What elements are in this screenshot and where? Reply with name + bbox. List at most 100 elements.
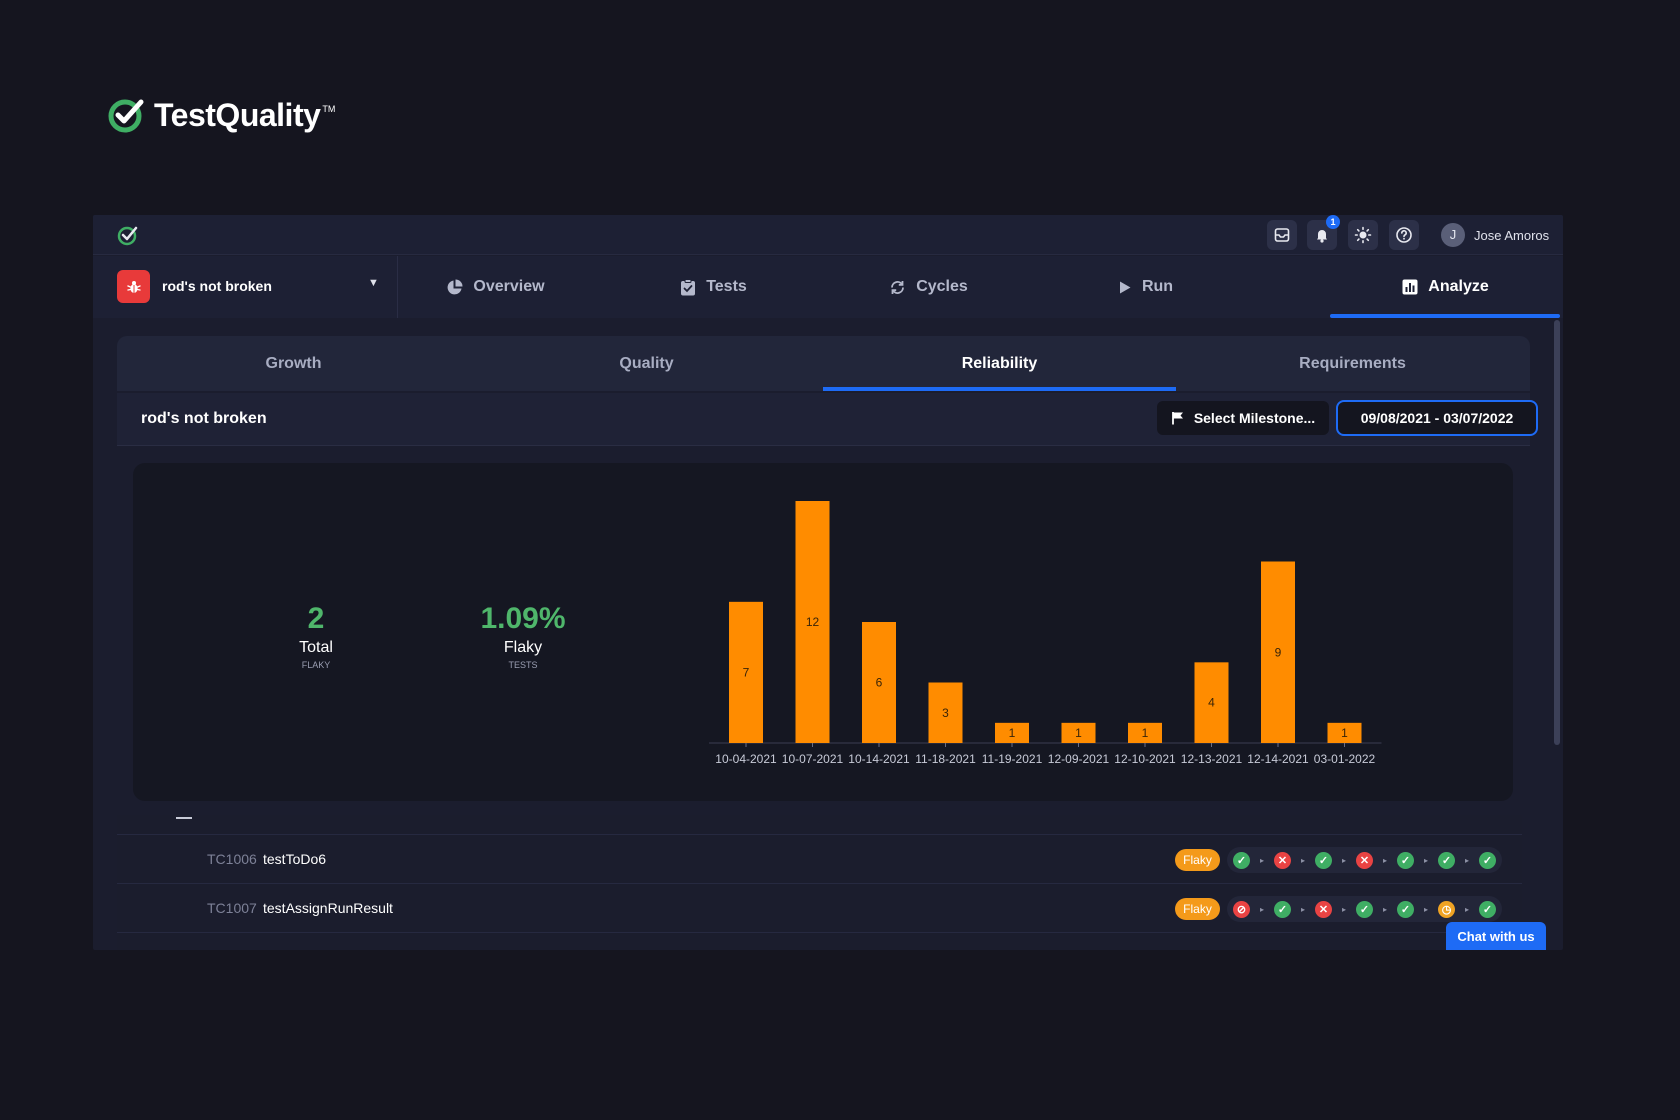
kpi-flaky-label: Flaky	[503, 639, 543, 656]
notifications-button[interactable]: 1	[1307, 215, 1340, 250]
analyze-subtabs: Growth Quality Reliability Requirements	[117, 336, 1530, 391]
select-milestone-button[interactable]: Select Milestone...	[1157, 401, 1329, 435]
chart-bar[interactable]	[995, 722, 1029, 743]
select-milestone-label: Select Milestone...	[1193, 410, 1316, 426]
theme-toggle-button[interactable]	[1348, 220, 1378, 250]
fail-status-icon[interactable]: ✕	[1274, 851, 1291, 869]
history-arrow-icon: ▸	[1464, 904, 1469, 914]
table-row[interactable]: TC1007 testAssignRunResult Flaky ⊘ ▸ ✓ ▸ ✕ ▸ ✓ ▸ ✓ ▸…	[117, 884, 1522, 933]
flag-icon	[1171, 412, 1183, 425]
history-arrow-icon: ▸	[1382, 904, 1387, 914]
x-tick-label: 03-01-2022	[1314, 752, 1376, 766]
project-selector[interactable]: rod's not broken ▼	[93, 256, 398, 318]
pass-status-icon[interactable]: ✓	[1315, 851, 1332, 869]
date-range-picker[interactable]: 09/08/2021 - 03/07/2022	[1336, 400, 1538, 436]
chart-bar[interactable]	[1327, 722, 1362, 743]
chart-bar[interactable]	[729, 601, 763, 743]
pass-status-icon[interactable]: ✓	[1356, 900, 1373, 918]
status-badge: Flaky	[1175, 849, 1220, 871]
pass-status-icon[interactable]: ✓	[1397, 851, 1414, 869]
history-arrow-icon: ▸	[1423, 855, 1428, 865]
kpi-total-flaky: 2 Total FLAKY	[216, 602, 416, 671]
subtab-quality[interactable]: Quality	[619, 354, 674, 372]
fail-status-icon[interactable]: ✕	[1356, 851, 1373, 869]
bar-data-label: 1	[1341, 726, 1348, 740]
x-tick-label: 10-14-2021	[848, 752, 910, 766]
inbox-button[interactable]	[1267, 220, 1297, 250]
pass-status-icon[interactable]: ✓	[1479, 900, 1496, 918]
kpi-flaky-sublabel: TESTS	[508, 660, 538, 670]
pending-status-icon[interactable]: ◷	[1438, 900, 1455, 918]
report-toolbar: rod's not broken Select Milestone... 09/…	[117, 393, 1538, 446]
chart-bar[interactable]	[795, 501, 830, 743]
history-arrow-icon: ▸	[1382, 855, 1387, 865]
kpi-flaky-value: 1.09%	[480, 602, 566, 635]
subtab-requirements[interactable]: Requirements	[1299, 354, 1406, 372]
kpi-total-sublabel: FLAKY	[301, 660, 331, 670]
pass-status-icon[interactable]: ✓	[1479, 851, 1496, 869]
test-name[interactable]: testAssignRunResult	[263, 900, 393, 916]
chart-bar[interactable]	[1128, 722, 1162, 743]
pass-status-icon[interactable]: ✓	[1397, 900, 1414, 918]
x-tick-label: 11-18-2021	[915, 752, 976, 766]
test-name[interactable]: testToDo6	[263, 851, 327, 867]
chart-bar[interactable]	[1261, 561, 1295, 744]
pass-status-icon[interactable]: ✓	[1233, 851, 1250, 869]
history-arrow-icon: ▸	[1341, 904, 1346, 914]
x-tick-label: 12-10-2021	[1114, 752, 1176, 766]
blocked-status-icon[interactable]: ⊘	[1233, 900, 1250, 918]
table-row[interactable]: TC1006 testToDo6 Flaky ✓ ▸ ✕ ▸ ✓ ▸ ✕ ▸ ✓ ▸ ✓ ▸ ✓	[117, 835, 1522, 884]
active-subtab-indicator	[823, 387, 1176, 391]
chart-bar[interactable]	[928, 682, 963, 744]
main-nav: rod's not broken ▼ Overview Tests	[93, 256, 1563, 318]
test-id: TC1006	[207, 851, 257, 867]
chart-bar[interactable]	[1061, 722, 1096, 743]
tab-analyze[interactable]: Analyze	[1353, 256, 1538, 318]
history-arrow-icon: ▸	[1259, 904, 1264, 914]
x-tick-label: 12-13-2021	[1181, 752, 1243, 766]
subtab-reliability[interactable]: Reliability	[961, 354, 1038, 372]
help-button[interactable]	[1389, 220, 1419, 250]
play-icon	[1119, 281, 1131, 293]
kpi-total-value: 2	[307, 602, 325, 635]
tab-overview[interactable]: Overview	[403, 256, 588, 318]
chart-bar[interactable]	[862, 622, 896, 743]
kpi-total-label: Total	[299, 639, 333, 656]
flaky-tests-list: TC1006 testToDo6 Flaky ✓ ▸ ✕ ▸ ✓ ▸ ✕ ▸ ✓ ▸ ✓ ▸ ✓ TC1007 t…	[117, 815, 1522, 950]
testquality-check-logo-icon	[108, 99, 144, 133]
bar-data-label: 1	[1142, 726, 1149, 740]
history-arrow-icon: ▸	[1341, 855, 1346, 865]
x-tick-label: 11-19-2021	[982, 752, 1043, 766]
bar-data-label: 1	[1075, 726, 1082, 740]
tab-tests[interactable]: Tests	[621, 256, 806, 318]
scrollbar[interactable]	[1554, 320, 1560, 745]
avatar: J	[1441, 223, 1465, 247]
brand-name: TestQuality	[154, 96, 321, 133]
x-tick-label: 12-14-2021	[1247, 752, 1309, 766]
user-menu[interactable]: J Jose Amoros	[1441, 223, 1549, 247]
chat-with-us-button[interactable]: Chat with us	[1446, 922, 1546, 950]
flaky-bar-chart: 7 10-04-2021 12 10-07-2021 6 10-14-2021 3 11-18…	[709, 501, 1382, 766]
bar-data-label: 7	[743, 665, 750, 679]
collapse-toggle[interactable]	[176, 817, 192, 819]
fail-status-icon[interactable]: ✕	[1315, 900, 1332, 918]
history-arrow-icon: ▸	[1464, 855, 1469, 865]
pass-status-icon[interactable]: ✓	[1438, 851, 1455, 869]
active-tab-indicator	[1330, 314, 1560, 318]
x-tick-label: 10-07-2021	[782, 752, 844, 766]
tab-tests-label: Tests	[706, 278, 747, 295]
cycle-icon	[891, 280, 905, 294]
subtab-growth[interactable]: Growth	[265, 354, 322, 372]
pie-chart-icon	[448, 279, 463, 294]
bug-icon	[126, 280, 141, 293]
app-home-icon[interactable]	[117, 224, 139, 246]
sun-icon	[1354, 226, 1372, 244]
project-badge	[117, 270, 150, 303]
bar-data-label: 9	[1275, 645, 1282, 659]
tab-run[interactable]: Run	[1053, 256, 1238, 318]
tab-cycles[interactable]: Cycles	[836, 256, 1021, 318]
chart-bar[interactable]	[1194, 662, 1229, 743]
tab-cycles-label: Cycles	[916, 278, 968, 295]
user-name: Jose Amoros	[1474, 227, 1550, 243]
pass-status-icon[interactable]: ✓	[1274, 900, 1291, 918]
